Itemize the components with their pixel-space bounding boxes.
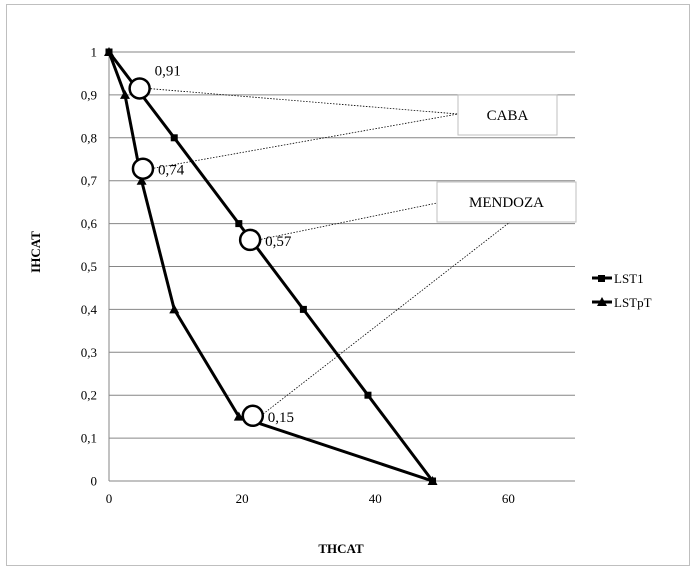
data-point-lst1 [364,391,372,399]
gridlines [109,51,575,439]
y-tick-label: 0,3 [81,345,97,360]
y-tick-label: 0,1 [81,431,97,446]
callout-box-caba [457,94,558,136]
x-tick-label: 0 [106,491,113,506]
annotation-label: 0,74 [158,163,185,179]
legend: LST1 LSTpT [592,271,652,310]
annotation-label: 0,57 [265,234,292,250]
callout-label-mendoza: MENDOZA [469,195,544,211]
legend-marker-lstpt [597,297,607,306]
y-tick-label: 0,6 [81,216,98,231]
data-point-lstpt [427,476,438,485]
legend-label-lst1: LST1 [614,271,644,286]
axes: 00,10,20,30,40,50,60,70,80,910 20 40 60 [81,45,575,506]
data-point-lst1 [235,220,243,228]
data-point-lstpt [233,411,244,421]
data-point-lstpt [136,175,147,185]
y-tick-label: 0,2 [81,388,97,403]
annotations: 0,91 0,74 0,57 0,15 [128,63,294,428]
highlight-circle [241,404,265,428]
y-tick-label: 0,4 [81,302,98,317]
legend-marker-lst1 [598,275,605,282]
data-point-lst1 [299,305,307,313]
x-tick-label: 60 [502,491,515,506]
y-tick-label: 0,5 [81,259,97,274]
annotation-label: 0,91 [155,63,181,79]
x-tick-label: 40 [369,491,382,506]
data-point-lstpt [119,89,130,99]
series-line-lstpt [107,51,434,483]
y-tick-label: 1 [91,45,98,60]
data-point-lstpt [169,304,180,314]
callout-leader [260,221,511,417]
callout-leader [258,202,438,241]
y-tick-label: 0,9 [81,87,97,102]
legend-label-lstpt: LSTpT [614,295,652,310]
data-point-lstpt [104,47,114,56]
y-axis-title: IHCAT [28,231,43,273]
callout-label-caba: CABA [487,108,529,124]
y-tick-label: 0,8 [81,130,97,145]
annotation-label: 0,15 [268,410,294,426]
highlight-circle [238,228,262,252]
chart-area [6,4,690,566]
y-tick-label: 0 [91,474,98,489]
x-tick-label: 20 [236,491,249,506]
highlight-circle [128,77,151,100]
data-point-lst1 [170,134,178,142]
callout-box-mendoza [436,181,577,223]
highlight-circle [131,157,155,180]
x-axis-title: THCAT [318,541,364,556]
callout-leader [147,88,459,115]
callout-leader [150,113,459,170]
y-tick-label: 0,7 [81,173,98,188]
callout-leaders [147,88,511,417]
callouts: CABA MENDOZA [436,94,577,223]
